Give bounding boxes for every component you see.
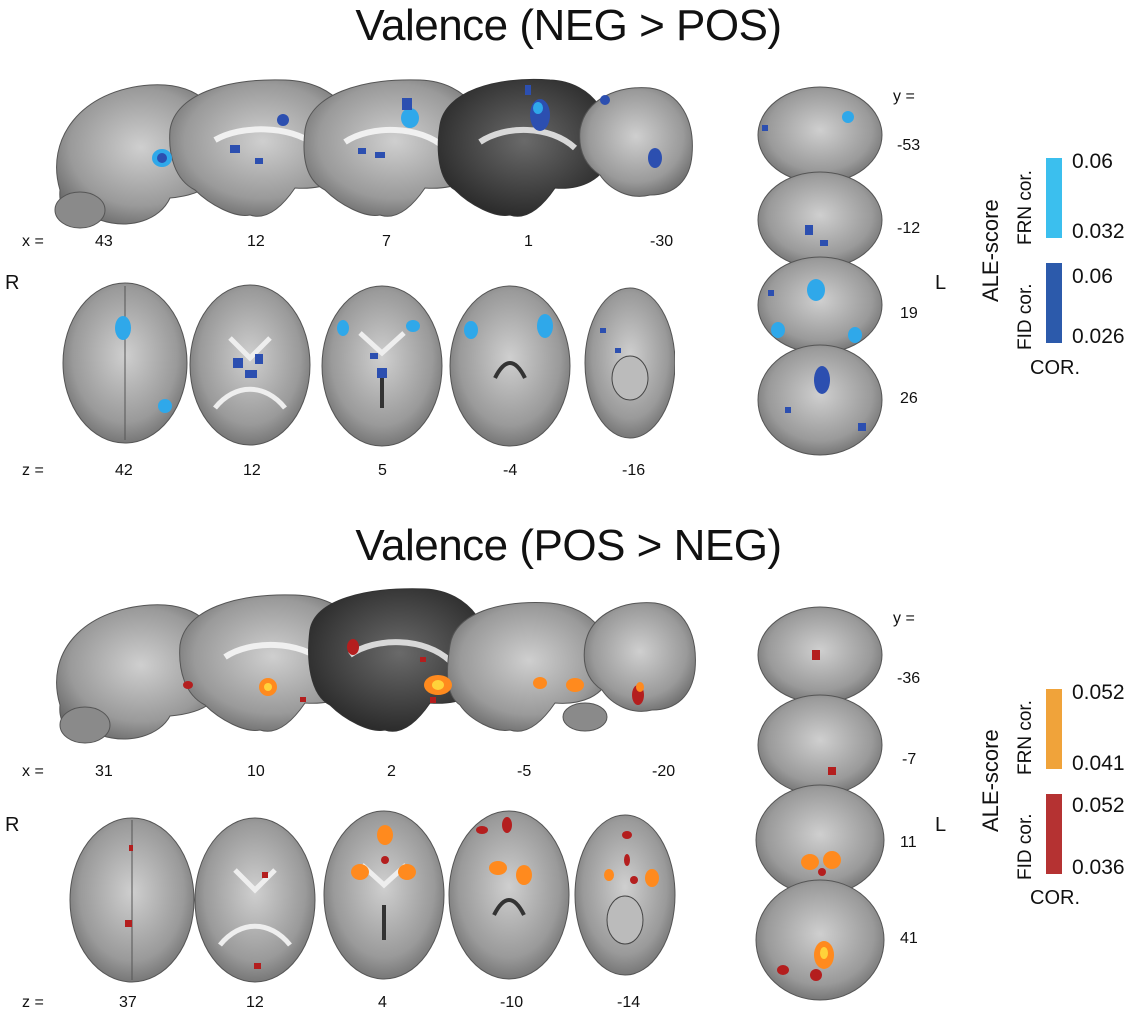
legend-colorbar: [1046, 689, 1062, 769]
legend-min-value: 0.026: [1072, 325, 1125, 348]
side-left-label: L: [935, 814, 947, 836]
sagittal-slice-label: 2: [387, 763, 396, 780]
axial-slice-3: [321, 285, 443, 447]
side-right-label: R: [5, 814, 20, 836]
coronal-slices: [755, 606, 885, 1001]
coronal-slice-4: [755, 879, 885, 1001]
legend-footer: COR.: [1030, 357, 1080, 379]
sagittal-slice-3: [308, 588, 492, 732]
sagittal-slice-5: [579, 87, 693, 197]
coronal-slices: [757, 86, 883, 456]
side-right-label: R: [5, 272, 20, 294]
axial-slice-label: -10: [500, 994, 524, 1011]
sagittal-slice-label: 1: [524, 233, 533, 250]
coronal-slice-3: [755, 784, 885, 896]
axial-slice-label: -14: [617, 994, 641, 1011]
legend-colorbar: [1046, 158, 1062, 238]
axial-slice-label: 12: [246, 994, 264, 1011]
sagittal-slice-label: -5: [517, 763, 532, 780]
legend-max-value: 0.052: [1072, 794, 1125, 817]
legend-bar-name: FID cor.: [1015, 813, 1036, 880]
sagittal-slice-label: 10: [247, 763, 265, 780]
sagittal-slice-3: [303, 79, 487, 217]
axial-slice-5: [574, 814, 676, 976]
legend-bar-name: FRN cor.: [1015, 170, 1036, 245]
coronal-axis-label: y =: [893, 610, 915, 627]
axial-slice-label: 37: [119, 994, 137, 1011]
panel-title: Valence (POS > NEG): [355, 521, 782, 570]
axial-slice-4: [448, 810, 570, 980]
panel-pos-neg: Valence (POS > NEG): [0, 520, 1137, 1025]
legend-footer: COR.: [1030, 887, 1080, 909]
coronal-slice-2: [757, 171, 883, 269]
axial-slice-label: 42: [115, 462, 133, 479]
axial-slice-label: 12: [243, 462, 261, 479]
axial-axis-label: z =: [22, 994, 44, 1011]
axial-slices: [62, 282, 675, 447]
sagittal-slice-label: 12: [247, 233, 265, 250]
axial-slice-label: -4: [503, 462, 518, 479]
legend-colorbar: [1046, 794, 1062, 874]
legend-min-value: 0.036: [1072, 856, 1125, 879]
legend-bar-name: FRN cor.: [1015, 700, 1036, 775]
coronal-slice-3: [757, 256, 883, 354]
coronal-slice-label: 11: [900, 834, 917, 851]
coronal-slice-1: [757, 86, 883, 184]
coronal-slice-label: 19: [900, 305, 918, 322]
sagittal-slice-4: [446, 602, 612, 732]
axial-slice-2: [189, 284, 311, 446]
axial-slice-label: -16: [622, 462, 646, 479]
axial-slice-label: 5: [378, 462, 387, 479]
coronal-slice-label: -7: [902, 751, 917, 768]
coronal-slice-label: 26: [900, 390, 918, 407]
sagittal-slice-label: 31: [95, 763, 113, 780]
sagittal-slice-4: [437, 78, 612, 217]
axial-slice-3: [323, 810, 445, 980]
axial-slice-1: [69, 817, 195, 983]
coronal-axis-label: y =: [893, 88, 915, 105]
sagittal-slice-label: -20: [652, 763, 676, 780]
coronal-slice-label: -36: [897, 670, 921, 687]
sagittal-axis-label: x =: [22, 233, 44, 250]
axial-slices: [69, 810, 676, 983]
coronal-slice-label: -12: [897, 220, 921, 237]
coronal-slice-label: -53: [897, 137, 921, 154]
legend-max-value: 0.06: [1072, 150, 1113, 173]
panel-title: Valence (NEG > POS): [355, 1, 782, 50]
sagittal-slice-label: -30: [650, 233, 674, 250]
axial-slice-1: [62, 282, 188, 444]
sagittal-slice-5: [583, 602, 696, 712]
legend-title: ALE-score: [978, 729, 1003, 832]
legend-bar-name: FID cor.: [1015, 283, 1036, 350]
coronal-slice-label: 41: [900, 930, 918, 947]
legend-max-value: 0.052: [1072, 681, 1125, 704]
legend-title: ALE-score: [978, 199, 1003, 302]
sagittal-slice-label: 43: [95, 233, 113, 250]
legend-min-value: 0.041: [1072, 752, 1125, 775]
coronal-slice-4: [757, 344, 883, 456]
axial-axis-label: z =: [22, 462, 44, 479]
coronal-slice-2: [757, 694, 883, 796]
panel-neg-pos: Valence (NEG > POS): [0, 0, 1137, 505]
sagittal-slice-label: 7: [382, 233, 391, 250]
side-left-label: L: [935, 272, 947, 294]
sagittal-axis-label: x =: [22, 763, 44, 780]
sagittal-slices: [56, 588, 696, 744]
legend-colorbar: [1046, 263, 1062, 343]
axial-slice-4: [449, 285, 571, 447]
sagittal-slices: [54, 78, 693, 229]
axial-slice-5: [584, 287, 675, 439]
axial-slice-2: [194, 817, 316, 983]
axial-slice-label: 4: [378, 994, 387, 1011]
legend-min-value: 0.032: [1072, 220, 1125, 243]
legend-max-value: 0.06: [1072, 265, 1113, 288]
